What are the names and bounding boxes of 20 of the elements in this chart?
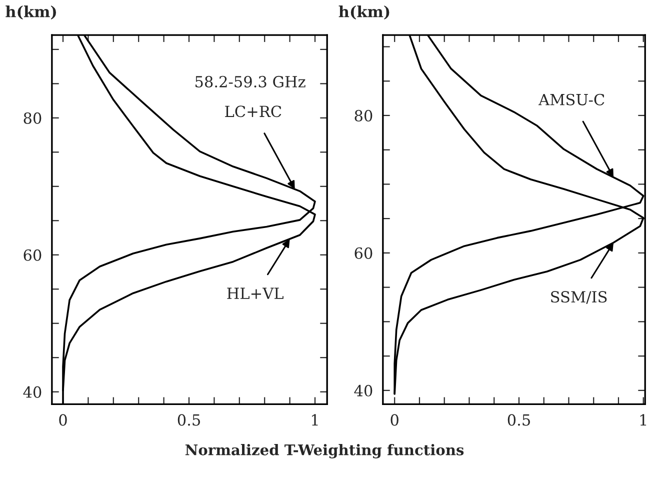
- y-axis-title: h(km): [338, 5, 390, 20]
- x-tick-label: 0: [59, 414, 67, 426]
- annotation: 58.2-59.3 GHz: [196, 76, 306, 88]
- x-tick-label: 0.5: [508, 414, 530, 426]
- annotation: AMSU-C: [538, 94, 604, 106]
- x-tick-label: 1: [312, 414, 318, 426]
- y-tick-label: 60: [354, 247, 372, 259]
- annotation: SSM/IS: [551, 291, 607, 304]
- x-tick-label: 0.5: [178, 414, 200, 426]
- y-tick-label: 60: [24, 249, 42, 261]
- y-axis-title: h(km): [6, 5, 56, 20]
- y-tick-label: 80: [354, 110, 372, 122]
- x-axis-title: Normalized T-Weighting functions: [185, 444, 464, 458]
- x-tick-label: 1: [640, 414, 646, 426]
- annotation: HL+VL: [227, 288, 284, 299]
- y-tick-label: 80: [24, 112, 42, 124]
- y-tick-label: 40: [354, 384, 372, 396]
- y-tick-label: 40: [23, 386, 42, 398]
- annotation: LC+RC: [225, 106, 282, 118]
- x-tick-label: 0: [390, 414, 398, 426]
